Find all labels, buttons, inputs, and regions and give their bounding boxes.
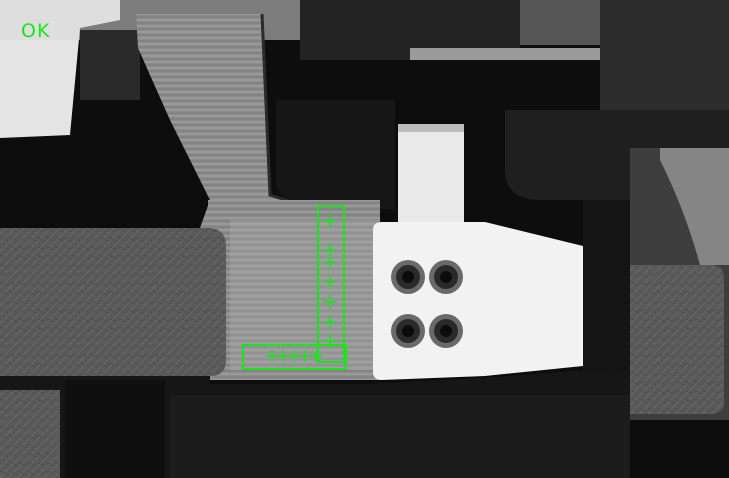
edge-mark bbox=[277, 350, 289, 362]
edge-marks-horizontal bbox=[266, 350, 322, 362]
edge-mark bbox=[323, 334, 337, 348]
edge-mark bbox=[323, 295, 337, 309]
edge-mark bbox=[310, 350, 322, 362]
edge-mark bbox=[323, 214, 337, 228]
left-block bbox=[0, 228, 226, 376]
edge-mark bbox=[299, 350, 311, 362]
contact-strip bbox=[398, 124, 464, 224]
inspection-overlay bbox=[242, 205, 347, 370]
edge-mark bbox=[323, 255, 337, 269]
inspection-status: OK bbox=[21, 20, 51, 42]
bright-pad bbox=[373, 222, 583, 380]
edge-marks-vertical bbox=[323, 214, 337, 348]
edge-mark bbox=[266, 350, 278, 362]
metal-bracket bbox=[136, 14, 318, 228]
metal-plate bbox=[208, 200, 380, 380]
roi-horizontal-box bbox=[242, 344, 347, 370]
mounting-holes bbox=[391, 260, 463, 348]
edge-mark bbox=[323, 275, 337, 289]
edge-mark bbox=[288, 350, 300, 362]
edge-mark bbox=[323, 243, 337, 257]
roi-vertical-box bbox=[317, 205, 345, 363]
edge-mark bbox=[323, 315, 337, 329]
